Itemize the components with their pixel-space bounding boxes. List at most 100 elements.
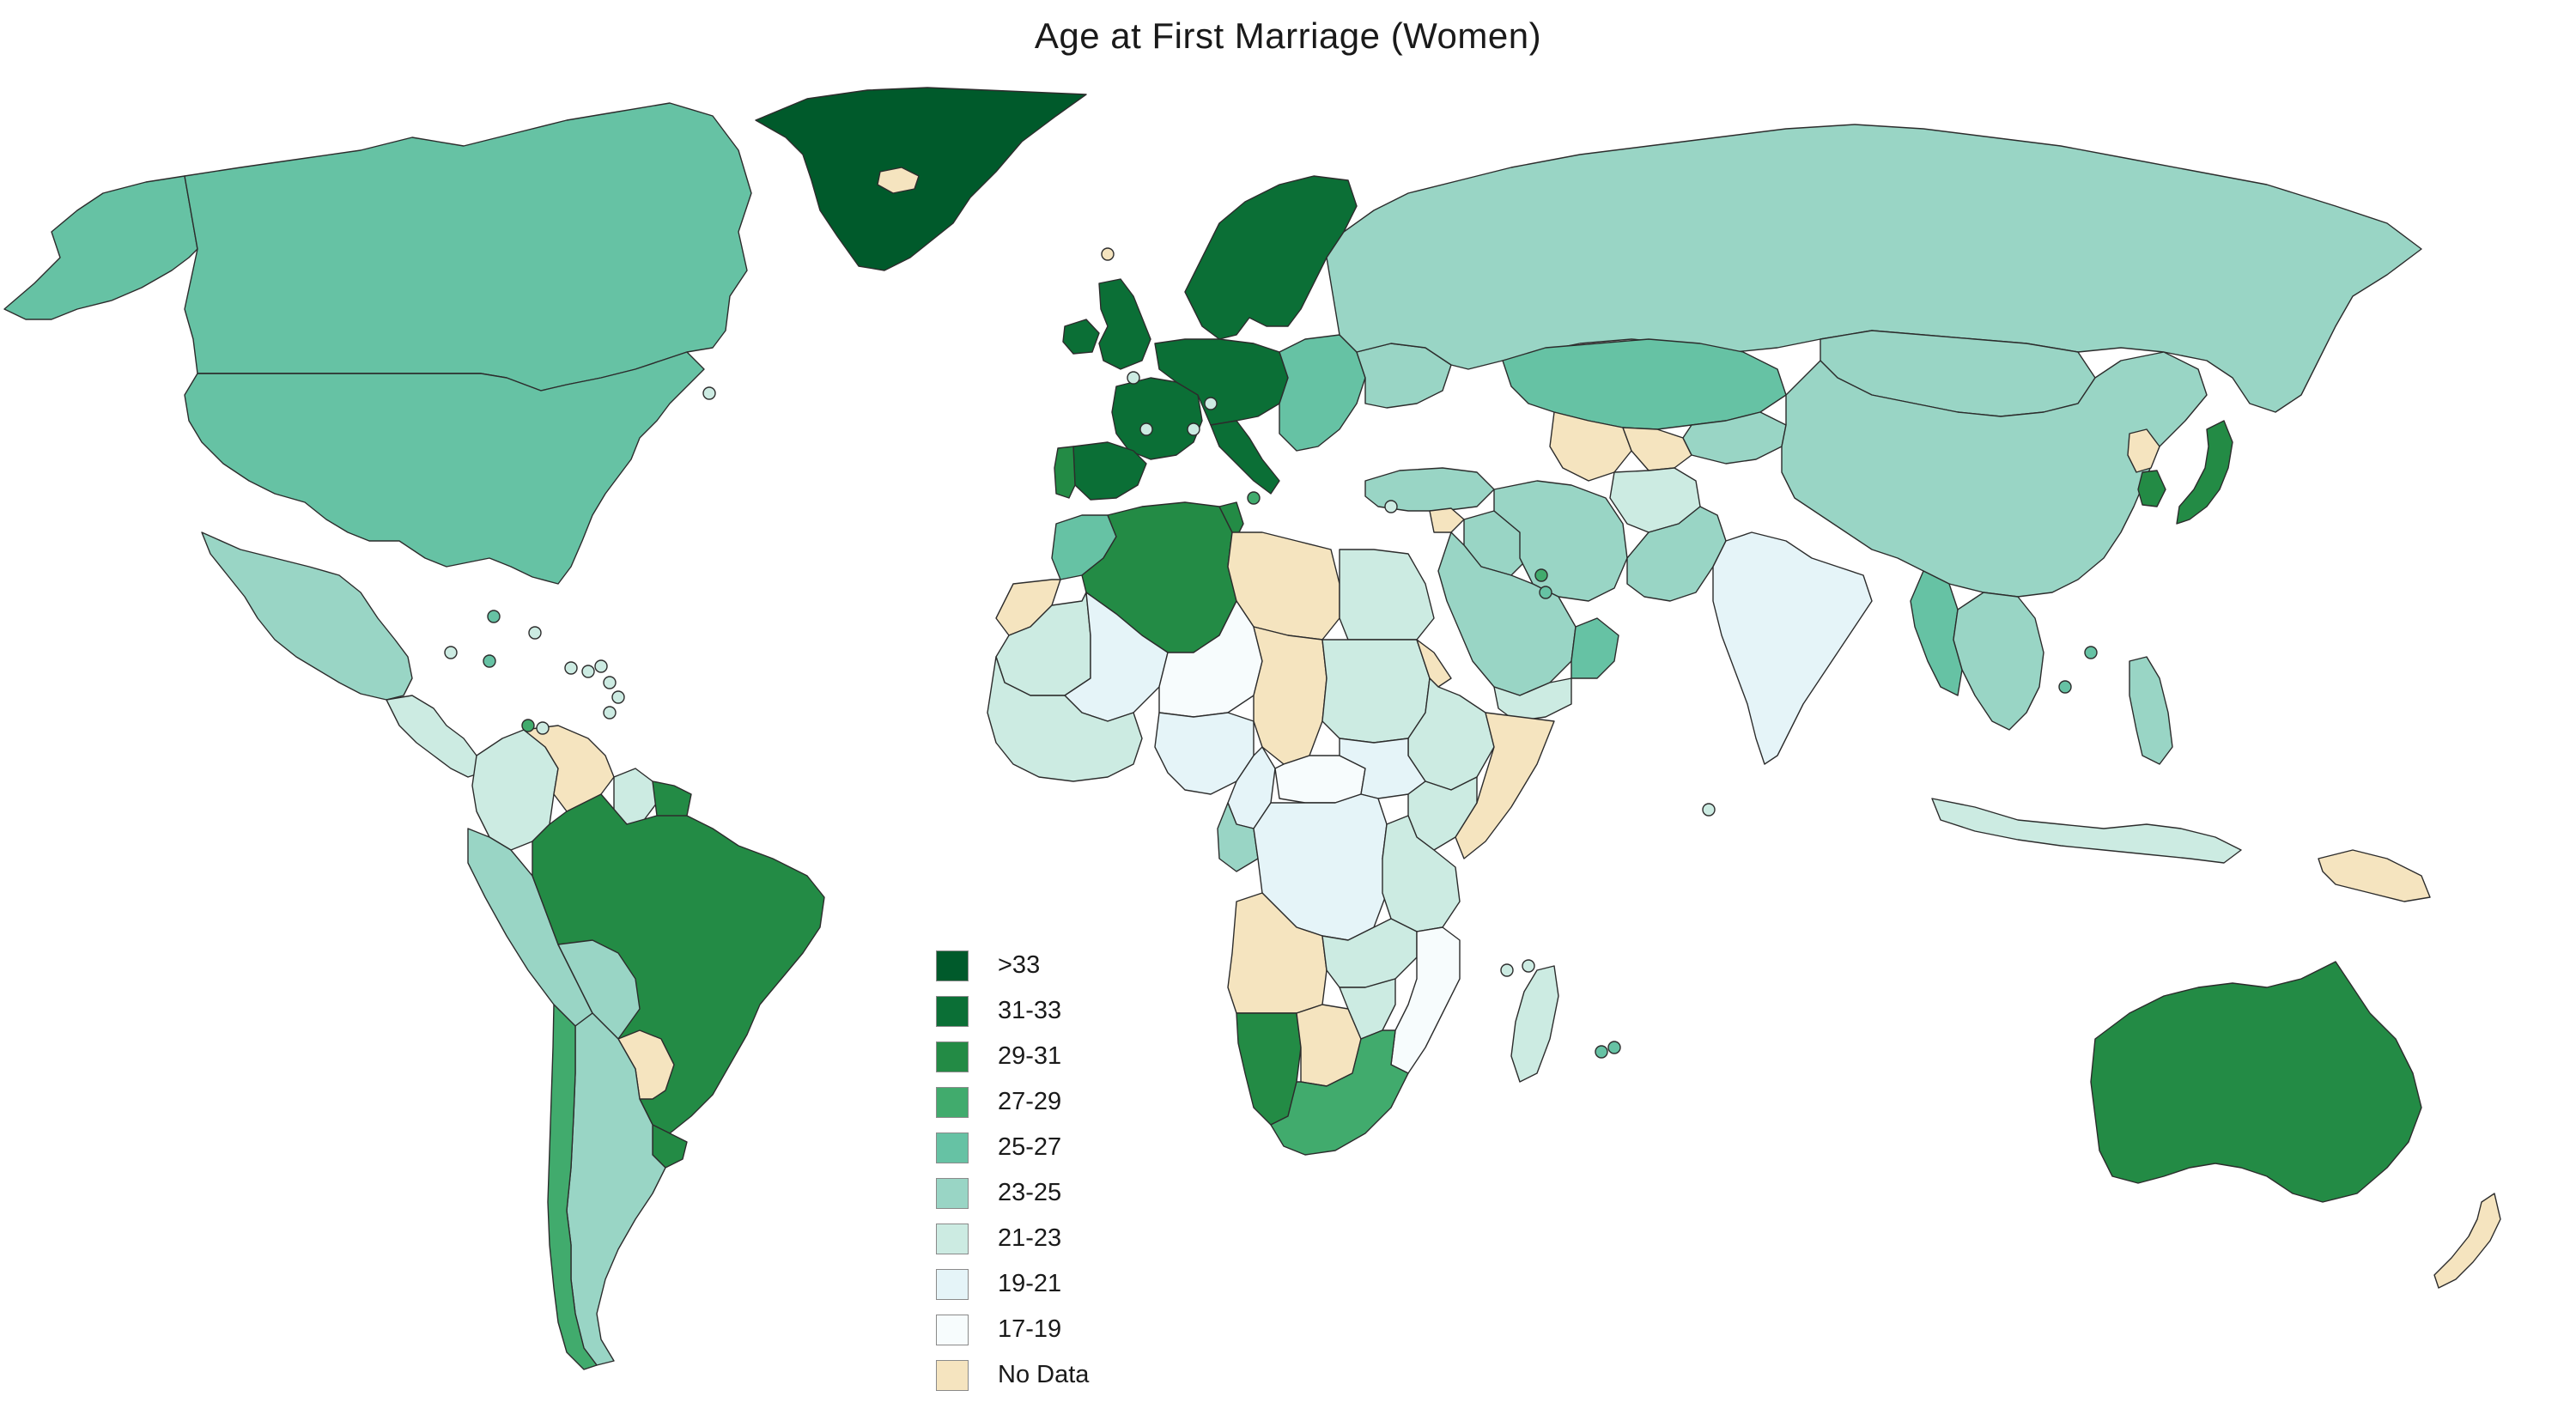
island-marker bbox=[521, 719, 535, 732]
region-central-african-rep bbox=[1274, 755, 1366, 804]
island-marker bbox=[528, 626, 542, 640]
legend-swatch bbox=[936, 950, 969, 981]
legend-item: 31-33 bbox=[936, 988, 1089, 1034]
region-mexico bbox=[201, 531, 413, 701]
region-new-zealand bbox=[2433, 1193, 2501, 1289]
legend-item: 25-27 bbox=[936, 1125, 1089, 1170]
region-myanmar bbox=[1910, 570, 1963, 696]
legend-swatch bbox=[936, 995, 969, 1027]
island-marker bbox=[1101, 247, 1115, 261]
region-indonesia bbox=[1931, 798, 2242, 864]
legend-swatch bbox=[936, 1223, 969, 1254]
region-uzbekistan bbox=[1622, 427, 1692, 471]
island-marker bbox=[594, 659, 608, 673]
region-france bbox=[1111, 377, 1203, 460]
region-oman bbox=[1571, 617, 1619, 679]
region-italy bbox=[1210, 420, 1280, 495]
legend-item: 21-23 bbox=[936, 1216, 1089, 1261]
legend-label: 25-27 bbox=[998, 1133, 1062, 1161]
map-legend: >33 31-33 29-31 27-29 25-27 23-25 21-23 19-21 17… bbox=[936, 943, 1089, 1398]
island-marker bbox=[1595, 1045, 1608, 1059]
island-marker bbox=[1187, 422, 1200, 436]
region-southeast-asia bbox=[1953, 592, 2044, 731]
legend-swatch bbox=[936, 1041, 969, 1072]
region-iceland bbox=[877, 167, 920, 194]
legend-label: 23-25 bbox=[998, 1179, 1062, 1206]
legend-item: No Data bbox=[936, 1352, 1089, 1398]
island-marker bbox=[1702, 803, 1716, 817]
region-portugal bbox=[1054, 446, 1076, 499]
island-marker bbox=[444, 646, 458, 659]
region-chile bbox=[547, 1004, 598, 1370]
legend-swatch bbox=[936, 1314, 969, 1345]
legend-label: 29-31 bbox=[998, 1042, 1062, 1070]
region-south-africa bbox=[1270, 1029, 1409, 1156]
island-marker bbox=[2058, 680, 2072, 694]
region-turkey bbox=[1364, 467, 1495, 512]
island-marker bbox=[1534, 568, 1548, 582]
island-marker bbox=[1607, 1041, 1621, 1054]
legend-label: 27-29 bbox=[998, 1088, 1062, 1115]
region-tanzania bbox=[1382, 815, 1461, 932]
island-markers bbox=[444, 247, 2098, 1059]
island-marker bbox=[1127, 371, 1140, 385]
region-central-america bbox=[386, 695, 482, 778]
region-zimbabwe bbox=[1339, 978, 1396, 1040]
island-marker bbox=[1522, 959, 1535, 973]
region-south-korea bbox=[2137, 470, 2166, 507]
region-greenland bbox=[755, 87, 1087, 271]
legend-item: 19-21 bbox=[936, 1261, 1089, 1307]
legend-item: 29-31 bbox=[936, 1034, 1089, 1079]
legend-swatch bbox=[936, 1177, 969, 1209]
region-west-africa bbox=[987, 656, 1143, 782]
legend-label: 21-23 bbox=[998, 1224, 1062, 1252]
island-marker bbox=[1247, 491, 1261, 505]
legend-label: 17-19 bbox=[998, 1315, 1062, 1343]
legend-swatch bbox=[936, 1132, 969, 1163]
legend-swatch bbox=[936, 1359, 969, 1391]
island-marker bbox=[1539, 586, 1552, 599]
region-gabon bbox=[1217, 802, 1259, 872]
island-marker bbox=[603, 706, 617, 720]
region-spain bbox=[1072, 441, 1147, 501]
region-eastern-europe bbox=[1279, 334, 1366, 452]
region-alaska bbox=[3, 175, 198, 320]
island-marker bbox=[1139, 422, 1153, 436]
region-japan bbox=[2176, 420, 2233, 525]
region-papua-new-guinea bbox=[2318, 849, 2431, 902]
region-madagascar bbox=[1510, 965, 1559, 1083]
region-libya bbox=[1227, 531, 1340, 641]
region-eritrea bbox=[1416, 639, 1452, 688]
island-marker bbox=[581, 665, 595, 678]
legend-label: No Data bbox=[998, 1361, 1090, 1388]
region-somalia bbox=[1455, 712, 1555, 859]
island-marker bbox=[564, 661, 578, 675]
island-marker bbox=[1500, 963, 1514, 977]
region-philippines bbox=[2129, 656, 2173, 765]
region-central-asia-east bbox=[1682, 411, 1787, 465]
legend-swatch bbox=[936, 1268, 969, 1300]
region-chad bbox=[1253, 626, 1327, 765]
island-marker bbox=[536, 721, 550, 735]
region-iran bbox=[1493, 480, 1628, 602]
island-marker bbox=[702, 386, 716, 400]
island-marker bbox=[487, 610, 501, 623]
legend-label: 31-33 bbox=[998, 997, 1062, 1024]
region-egypt bbox=[1339, 549, 1435, 641]
region-united-states bbox=[184, 351, 705, 585]
region-ireland bbox=[1062, 319, 1100, 355]
legend-item: 23-25 bbox=[936, 1170, 1089, 1216]
region-united-kingdom bbox=[1098, 278, 1151, 370]
region-india bbox=[1712, 531, 1873, 765]
region-yemen bbox=[1493, 677, 1572, 722]
map-title: Age at First Marriage (Women) bbox=[1034, 15, 1542, 56]
region-sudan bbox=[1321, 639, 1431, 744]
island-marker bbox=[2084, 646, 2098, 659]
legend-label: 19-21 bbox=[998, 1270, 1062, 1297]
region-china bbox=[1781, 351, 2208, 598]
island-marker bbox=[1204, 397, 1218, 410]
legend-item: 27-29 bbox=[936, 1079, 1089, 1125]
legend-swatch bbox=[936, 1086, 969, 1118]
region-australia bbox=[2090, 961, 2422, 1203]
region-bolivia bbox=[557, 939, 641, 1040]
